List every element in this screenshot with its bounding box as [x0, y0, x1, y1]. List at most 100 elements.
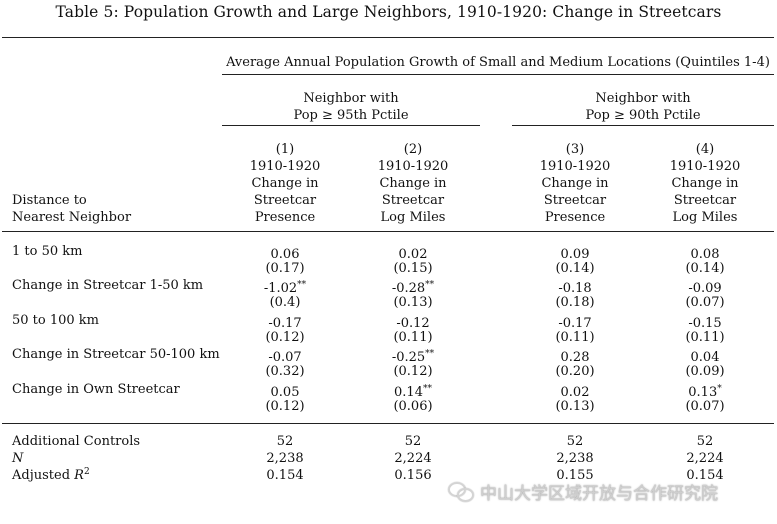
coefficient-cell: 0.04: [650, 346, 760, 366]
footer-label: N: [12, 450, 23, 467]
standard-error-cell: (0.13): [393, 295, 433, 310]
coefficient-value: -0.28: [391, 281, 426, 296]
coefficient-cell: -0.07: [230, 346, 340, 366]
standard-error-cell: (0.20): [555, 364, 595, 379]
coefficient-value: -1.02: [263, 281, 298, 296]
coefficient-value: 0.13: [688, 385, 718, 400]
standard-error-cell: (0.12): [265, 330, 305, 345]
footer-value-cell: 52: [276, 434, 294, 449]
coefficient-value: 0.02: [398, 247, 428, 262]
coefficient-cell: -0.18: [520, 277, 630, 297]
coefficient-cell: 0.08: [650, 243, 760, 263]
standard-error-cell: (0.07): [685, 295, 725, 310]
coefficient-value: -0.25: [391, 350, 426, 365]
coefficient-value: 0.08: [690, 247, 720, 262]
column-label-line: 1910-1920: [669, 159, 741, 174]
significance-stars: **: [425, 349, 435, 359]
footer-value-cell: 0.155: [556, 468, 594, 483]
coefficient-value: -0.09: [688, 281, 722, 296]
footer-label-word: Adjusted: [12, 468, 75, 483]
group-header-95-line1: Neighbor with: [303, 91, 399, 106]
coefficient-cell: -1.02**: [230, 277, 340, 297]
column-label-line: Presence: [544, 210, 606, 225]
column-header-4: (4) 1910-1920 Change in Streetcar Log Mi…: [655, 141, 755, 226]
coefficient-value: 0.28: [560, 350, 590, 365]
column-label-line: Streetcar: [673, 193, 737, 208]
row-label: Change in Streetcar 1-50 km: [12, 278, 204, 293]
coefficient-value: 0.09: [560, 247, 590, 262]
column-label-line: Change in: [251, 176, 319, 191]
coefficient-value: -0.15: [688, 316, 722, 331]
row-label: Change in Streetcar 50-100 km: [12, 347, 220, 362]
column-number: (2): [403, 142, 423, 157]
footer-label-text: Adjusted R: [12, 468, 84, 483]
coefficient-cell: -0.28**: [358, 277, 468, 297]
coefficient-cell: 0.06: [230, 243, 340, 263]
group-rule-90: [512, 125, 774, 126]
coefficient-cell: 0.02: [520, 381, 630, 401]
column-label-line: Streetcar: [543, 193, 607, 208]
stub-header-line2: Nearest Neighbor: [12, 210, 132, 225]
standard-error-cell: (0.12): [393, 364, 433, 379]
column-label-line: Change in: [541, 176, 609, 191]
coefficient-value: 0.05: [270, 385, 300, 400]
coefficient-value: -0.18: [558, 281, 592, 296]
coefficient-value: 0.04: [690, 350, 720, 365]
footer-label-variable: R: [74, 468, 84, 483]
row-label: 50 to 100 km: [12, 313, 100, 328]
body-rule: [2, 423, 774, 424]
coefficient-cell: 0.14**: [358, 381, 468, 401]
group-header-90: Neighbor with Pop ≥ 90th Pctile: [512, 90, 774, 124]
row-label: 1 to 50 km: [12, 244, 83, 259]
footer-value-cell: 52: [404, 434, 422, 449]
wechat-watermark: 中山大学区域开放与合作研究院: [448, 478, 776, 504]
column-label-line: Change in: [671, 176, 739, 191]
standard-error-cell: (0.11): [393, 330, 433, 345]
column-label-line: 1910-1920: [539, 159, 611, 174]
column-label-line: 1910-1920: [377, 159, 449, 174]
coefficient-cell: 0.09: [520, 243, 630, 263]
footer-value-cell: 2,238: [556, 451, 594, 466]
stub-header: Distance to Nearest Neighbor: [12, 192, 131, 226]
top-rule: [2, 37, 774, 38]
column-number: (4): [695, 142, 715, 157]
coefficient-value: -0.12: [396, 316, 430, 331]
footer-value-cell: 52: [696, 434, 714, 449]
footer-label: Additional Controls: [12, 433, 140, 450]
standard-error-cell: (0.32): [265, 364, 305, 379]
coefficient-value: 0.06: [270, 247, 300, 262]
footer-value-cell: 0.154: [686, 468, 724, 483]
footer-label-superscript: 2: [83, 467, 90, 477]
footer-label: Adjusted R2: [12, 467, 90, 484]
coefficient-value: -0.17: [558, 316, 592, 331]
standard-error-cell: (0.14): [685, 261, 725, 276]
coefficient-cell: -0.17: [520, 312, 630, 332]
standard-error-cell: (0.09): [685, 364, 725, 379]
standard-error-cell: (0.14): [555, 261, 595, 276]
row-label: Change in Own Streetcar: [12, 382, 180, 397]
stub-header-line1: Distance to: [12, 193, 87, 208]
footer-label-text: Additional Controls: [12, 434, 141, 449]
standard-error-cell: (0.4): [269, 295, 301, 310]
column-number: (1): [275, 142, 295, 157]
column-label-line: Log Miles: [672, 210, 738, 225]
standard-error-cell: (0.07): [685, 399, 725, 414]
coefficient-cell: 0.05: [230, 381, 340, 401]
group-header-95: Neighbor with Pop ≥ 95th Pctile: [222, 90, 480, 124]
coefficient-value: -0.07: [268, 350, 302, 365]
column-spanner: Average Annual Population Growth of Smal…: [226, 55, 770, 70]
footer-value-cell: 0.156: [394, 468, 432, 483]
spanner-rule: [222, 74, 774, 75]
significance-stars: **: [422, 384, 432, 394]
significance-stars: **: [425, 280, 435, 290]
significance-stars: **: [297, 280, 307, 290]
group-header-90-line2: Pop ≥ 90th Pctile: [585, 108, 701, 123]
coefficient-cell: 0.28: [520, 346, 630, 366]
standard-error-cell: (0.15): [393, 261, 433, 276]
column-header-1: (1) 1910-1920 Change in Streetcar Presen…: [235, 141, 335, 226]
column-label-line: 1910-1920: [249, 159, 321, 174]
footer-value-cell: 52: [566, 434, 584, 449]
column-header-2: (2) 1910-1920 Change in Streetcar Log Mi…: [363, 141, 463, 226]
watermark-text: 中山大学区域开放与合作研究院: [480, 483, 718, 504]
